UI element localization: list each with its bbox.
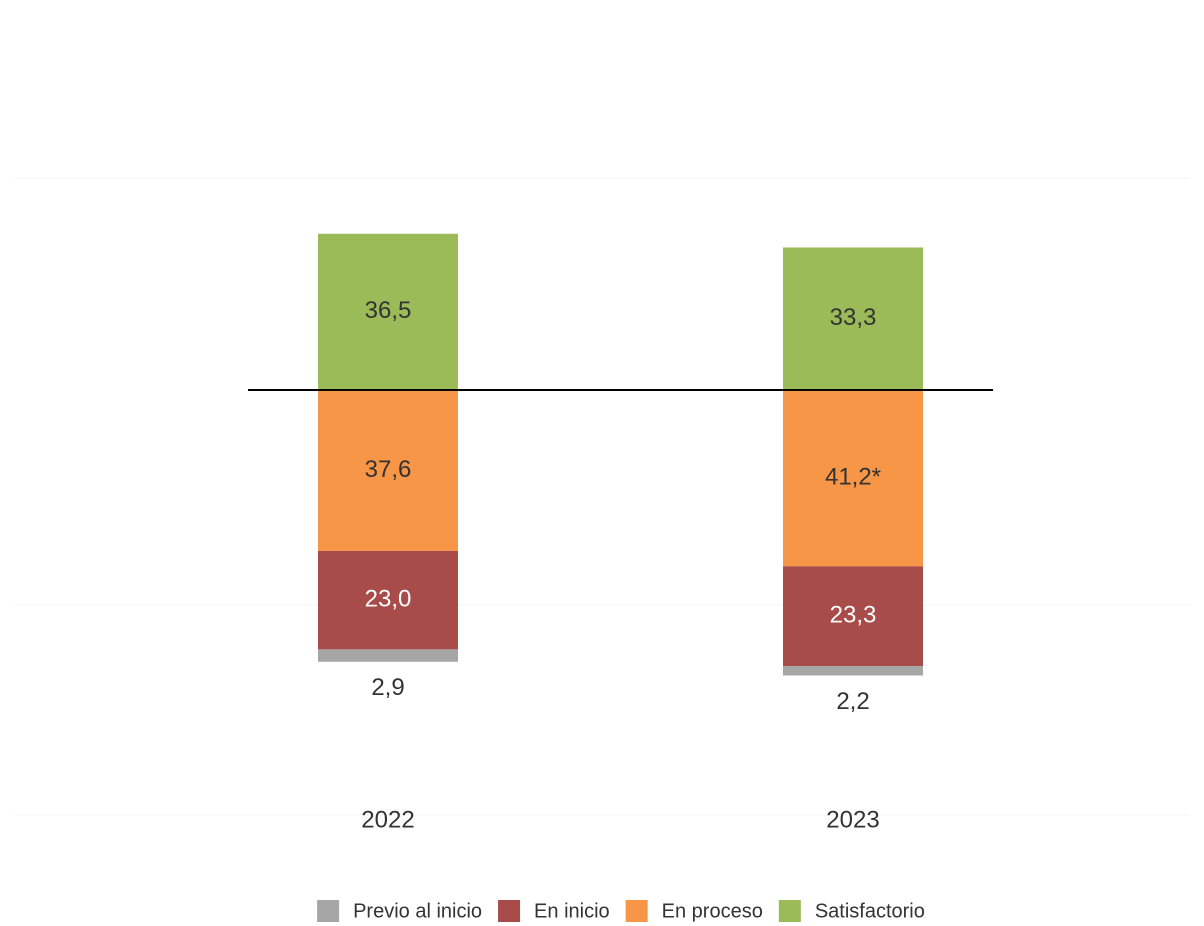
value-label: 37,6 <box>365 456 412 483</box>
bar-segment <box>783 566 923 667</box>
x-tick-label: 2022 <box>361 806 414 833</box>
value-label: 36,5 <box>365 297 412 324</box>
legend-label: Satisfactorio <box>815 900 925 922</box>
bar-segment <box>318 550 458 650</box>
legend-swatch <box>317 900 340 922</box>
x-tick-label: 2023 <box>826 806 879 833</box>
legend-label: Previo al inicio <box>353 900 482 922</box>
value-label: 2,2 <box>836 688 869 715</box>
value-label: 41,2* <box>825 464 881 491</box>
value-label: 23,0 <box>365 585 412 612</box>
legend-swatch <box>625 900 648 922</box>
bar-segment <box>318 233 458 390</box>
bar-segment <box>783 247 923 390</box>
legend-label: En proceso <box>662 900 763 922</box>
bar-segment <box>318 649 458 662</box>
bar-segment <box>783 390 923 567</box>
legend-label: En inicio <box>534 900 610 922</box>
value-label: 33,3 <box>830 304 877 331</box>
legend-swatch <box>778 900 801 922</box>
value-label: 23,3 <box>830 602 877 629</box>
bar-segment <box>783 666 923 676</box>
legend-swatch <box>498 900 521 922</box>
value-label: 2,9 <box>371 674 404 701</box>
bar-segment <box>318 390 458 551</box>
